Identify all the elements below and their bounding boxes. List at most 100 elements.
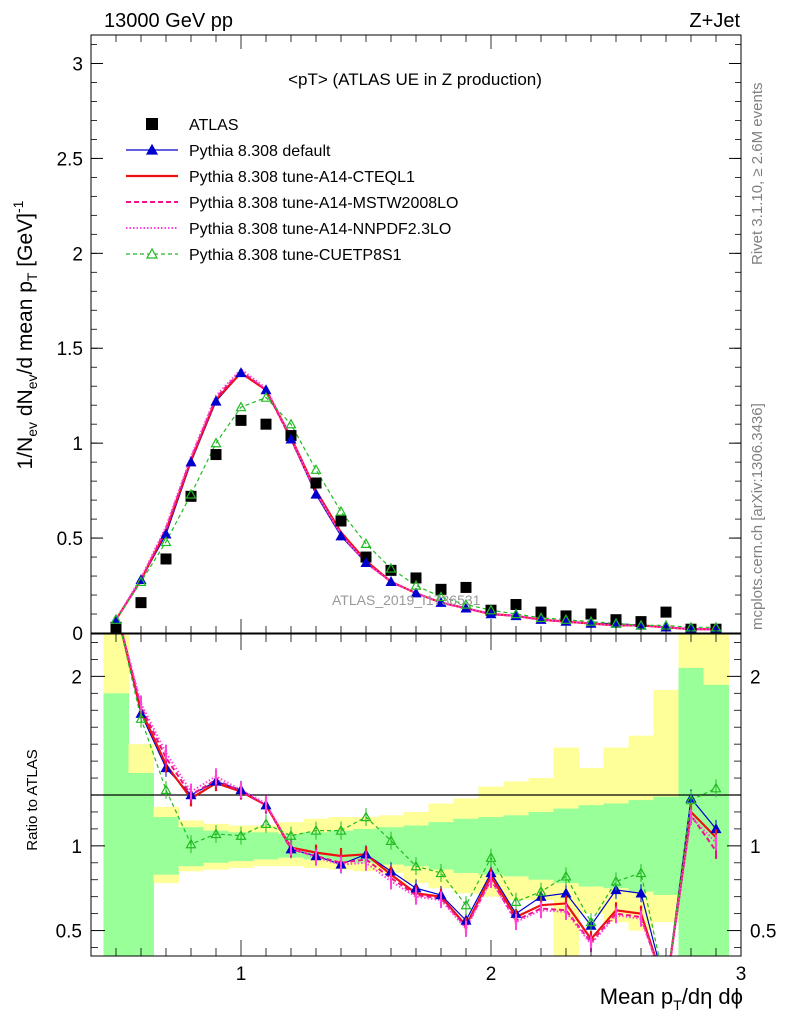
- main-plot-frame: [91, 35, 741, 633]
- main-y-tick-label: 3: [72, 54, 83, 75]
- ratio-point-cuetp8s1: [510, 896, 522, 906]
- ratio-band-inner: [153, 817, 179, 875]
- ratio-point-cuetp8s1: [285, 829, 297, 840]
- atlas-data-point: [210, 449, 222, 461]
- ratio-plot: 0.5 0.5 1 1 2 2 1 2 3: [56, 633, 776, 985]
- main-point-cuetp8s1: [235, 401, 247, 412]
- main-point-cuetp8s1: [260, 391, 272, 402]
- ratio-y-tick-label-right: 0.5: [750, 922, 776, 943]
- ratio-point-cuetp8s1: [235, 829, 247, 840]
- header-right-label: Z+Jet: [689, 10, 740, 32]
- main-point-default: [235, 367, 247, 378]
- legend: ATLAS Pythia 8.308 default Pythia 8.308 tu…: [126, 117, 458, 264]
- ratio-point-cuetp8s1: [460, 899, 472, 910]
- ratio-band-inner: [103, 693, 129, 956]
- main-point-cuetp8s1: [585, 615, 597, 626]
- ratio-point-cuetp8s1: [685, 794, 697, 805]
- ratio-band-inner: [503, 815, 529, 877]
- legend-marker-default: [145, 143, 159, 155]
- ratio-band-inner: [428, 822, 454, 870]
- atlas-data-point: [335, 515, 347, 527]
- ratio-point-cuetp8s1: [560, 870, 572, 881]
- ratio-band-inner: [528, 811, 554, 880]
- main-point-cuetp8s1: [310, 464, 322, 474]
- main-y-tick-label: 0: [72, 624, 83, 645]
- x-tick-label: 3: [736, 964, 747, 985]
- atlas-data-point: [460, 581, 472, 593]
- legend-label-nnpdf: Pythia 8.308 tune-A14-NNPDF2.3LO: [189, 221, 451, 238]
- atlas-data-point: [510, 599, 522, 611]
- legend-label-mstw: Pythia 8.308 tune-A14-MSTW2008LO: [189, 195, 458, 212]
- ratio-point-cuetp8s1: [410, 860, 422, 871]
- ratio-y-tick-label: 1: [71, 837, 82, 858]
- main-y-tick-label: 0.5: [57, 529, 83, 550]
- legend-marker-cuetp8s1: [145, 247, 159, 259]
- main-point-cuetp8s1: [535, 612, 547, 623]
- main-y-tick-label: 1: [72, 434, 83, 455]
- ratio-point-cuetp8s1: [310, 824, 322, 835]
- main-point-cuetp8s1: [285, 418, 297, 429]
- main-plot-title: <pT> (ATLAS UE in Z production): [288, 70, 542, 89]
- x-tick-label: 1: [236, 964, 247, 985]
- main-point-cuetp8s1: [335, 505, 347, 516]
- ratio-point-cuetp8s1: [535, 885, 547, 896]
- mcplots-label: mcplots.cern.ch [arXiv:1306.3436]: [749, 403, 766, 630]
- atlas-data-point: [185, 490, 197, 502]
- ratio-point-cuetp8s1: [335, 824, 347, 835]
- ratio-point-cuetp8s1: [435, 867, 447, 878]
- atlas-data-point: [410, 572, 422, 584]
- atlas-data-point: [260, 418, 272, 430]
- main-point-cuetp8s1: [410, 579, 422, 590]
- main-point-cuetp8s1: [135, 576, 147, 586]
- ratio-y-axis-label: Ratio to ATLAS: [24, 749, 41, 850]
- main-point-cuetp8s1: [385, 562, 397, 573]
- ratio-y-tick-label-right: 1: [750, 837, 761, 858]
- x-axis-label: Mean pT/dη dϕ: [600, 984, 743, 1013]
- main-point-default: [285, 433, 297, 444]
- ratio-point-cuetp8s1: [710, 782, 722, 793]
- x-tick-label: 2: [486, 964, 497, 985]
- main-y-tick-label: 2: [72, 244, 83, 265]
- atlas-data-point: [435, 583, 447, 595]
- header-left-label: 13000 GeV pp: [104, 10, 233, 32]
- ratio-point-cuetp8s1: [210, 828, 222, 839]
- main-point-cuetp8s1: [485, 604, 497, 615]
- legend-label-default: Pythia 8.308 default: [189, 143, 331, 160]
- ratio-point-cuetp8s1: [185, 838, 197, 849]
- main-y-axis-label: 1/Nev dNev/d mean pT [GeV]-1: [10, 200, 40, 469]
- ratio-point-cuetp8s1: [385, 835, 397, 845]
- main-point-default: [385, 576, 397, 586]
- main-point-cuetp8s1: [435, 591, 447, 602]
- main-point-cuetp8s1: [560, 613, 572, 624]
- main-point-default: [335, 530, 347, 541]
- main-y-tick-label: 1.5: [57, 339, 83, 360]
- ratio-band-inner: [578, 805, 604, 887]
- main-point-default: [310, 488, 322, 499]
- atlas-data-point: [235, 414, 247, 426]
- ratio-y-tick-label-right: 2: [750, 667, 761, 688]
- atlas-data-point: [135, 597, 147, 609]
- ratio-band-inner: [128, 772, 154, 956]
- legend-label-cuetp8s1: Pythia 8.308 tune-CUETP8S1: [189, 247, 402, 264]
- atlas-data-point: [310, 477, 322, 489]
- main-point-cuetp8s1: [460, 598, 472, 609]
- legend-label-atlas: ATLAS: [189, 117, 239, 134]
- main-point-cuetp8s1: [110, 613, 122, 624]
- atlas-data-point: [585, 608, 597, 620]
- atlas-data-point: [160, 553, 172, 565]
- main-point-cuetp8s1: [160, 536, 172, 547]
- atlas-data-point: [660, 606, 672, 618]
- ratio-point-cuetp8s1: [610, 875, 622, 886]
- main-point-default: [185, 456, 197, 467]
- main-plot: ATLAS_2019_I1736531 0 0.5 1 1.5 2 2.5 3 <pT> (…: [57, 34, 742, 645]
- main-point-cuetp8s1: [185, 488, 197, 499]
- main-y-tick-label: 2.5: [57, 149, 83, 170]
- ratio-point-default: [635, 887, 647, 898]
- atlas-data-point: [385, 564, 397, 576]
- ratio-band-inner: [253, 832, 279, 860]
- main-point-default: [435, 596, 447, 607]
- main-point-cuetp8s1: [360, 538, 372, 548]
- main-point-cuetp8s1: [510, 608, 522, 619]
- ratio-point-cuetp8s1: [260, 818, 272, 829]
